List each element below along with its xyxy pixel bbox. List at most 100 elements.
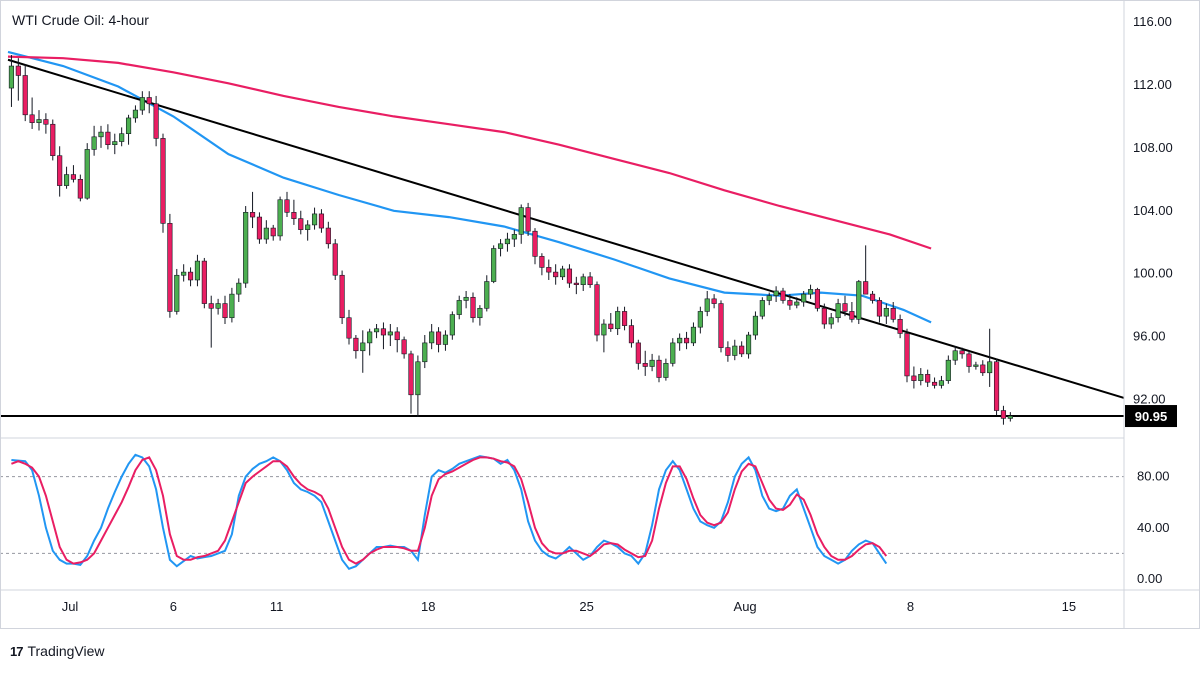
candle-body [787,300,793,306]
candle [621,306,628,331]
time-tick-label: 11 [270,599,284,614]
candle-body [463,296,469,301]
candle-body [677,337,683,344]
candle [360,330,366,373]
candle-body [801,293,807,303]
stochastic-tick-label: 40.00 [1137,520,1170,535]
candle [973,361,979,370]
candle-body [70,174,77,180]
candle-body [132,109,139,119]
time-tick-label: 18 [421,599,435,614]
candle [215,298,221,315]
candle-body [828,317,834,325]
candle [580,273,586,291]
candle [229,287,235,323]
candle-body [897,318,903,334]
candle-body [863,281,869,295]
descending-trendline [7,58,1125,399]
slow-moving-average [7,55,932,250]
price-tick-label: 108.00 [1133,140,1173,155]
candle-body [311,213,318,226]
candle [897,314,903,339]
candle-body [794,301,800,306]
candle [594,281,600,342]
stochastic-tick-label: 80.00 [1137,469,1170,484]
candle-body [256,216,263,240]
candle-body [291,212,297,219]
candle-body [732,345,738,356]
candle [642,350,648,376]
candle-body [566,268,573,284]
candle-body [22,75,28,116]
candle-body [945,359,951,381]
candle [559,265,566,280]
candle [670,338,676,367]
tradingview-brand[interactable]: 17 TradingView [10,643,105,659]
candle-body [890,307,896,320]
candle-body [98,131,104,138]
candle-body [305,224,311,230]
chart-frame [0,0,1200,629]
candle [587,272,593,288]
candle-body [470,296,476,319]
candle-body [966,353,972,367]
candle [828,313,834,329]
candle-body [504,238,511,245]
candle-body [539,256,545,268]
candle [876,297,883,323]
candle-body [435,331,442,345]
candle-body [125,117,132,134]
candle [63,166,70,189]
candle-body [952,350,958,361]
candle [677,333,683,351]
candle-body [532,230,538,257]
candle [112,133,118,155]
candle [146,91,152,114]
candle-body [401,339,407,355]
candle [546,259,552,280]
candle-body [456,300,462,315]
fast-moving-average [7,50,932,324]
stochastic-pane [0,453,1124,570]
candle-body [105,131,111,145]
candle [635,339,641,370]
candle-body [697,311,703,328]
candle-body [780,290,786,301]
candle-body [904,333,910,377]
current-price-box [1125,405,1177,428]
candle-body [573,282,579,285]
candle [711,294,717,309]
candle [125,114,132,145]
candle-body [215,303,221,309]
candle-body [876,300,883,317]
candle [70,165,77,183]
candle-body [194,260,201,281]
candle [463,290,469,309]
candle-body [229,293,235,319]
candle-body [931,381,938,386]
candle [298,210,304,235]
candle [77,174,83,202]
candle-body [559,268,566,278]
candle-body [525,207,531,232]
candle-body [236,282,242,295]
price-tick-label: 92.00 [1133,392,1166,407]
candle [98,125,104,148]
candle-body [1007,415,1013,419]
candle [628,319,635,348]
candle-body [704,298,710,312]
candle [821,303,827,329]
candle [787,294,793,310]
candle [539,253,545,276]
candle-body [15,65,21,76]
candle-body [208,303,214,309]
candle-body [429,331,435,344]
candle [194,254,201,287]
candle [15,58,21,101]
price-tick-label: 100.00 [1133,266,1173,281]
candle-body [249,212,256,218]
candle [174,268,180,315]
candle-body [408,353,414,396]
candle [525,202,531,236]
candle [945,355,951,384]
